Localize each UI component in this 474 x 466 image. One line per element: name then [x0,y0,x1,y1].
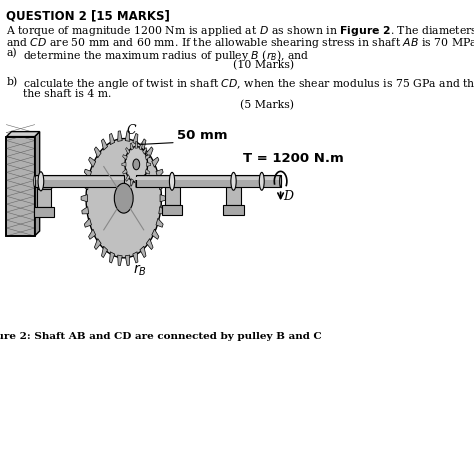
Ellipse shape [280,175,282,187]
Polygon shape [109,133,115,144]
Text: 50 mm: 50 mm [177,129,228,142]
Polygon shape [146,239,153,250]
Polygon shape [139,179,142,186]
Polygon shape [146,147,153,158]
Polygon shape [143,175,147,181]
Polygon shape [118,255,122,266]
Text: the shaft is 4 m.: the shaft is 4 m. [23,89,112,99]
Polygon shape [164,183,182,187]
Polygon shape [89,157,96,167]
Bar [137,177,281,179]
Polygon shape [35,131,40,236]
Polygon shape [160,195,166,202]
Circle shape [133,159,140,170]
Polygon shape [81,195,87,202]
Polygon shape [84,169,91,178]
Text: a): a) [7,48,17,58]
Bar [164,187,180,205]
Polygon shape [89,229,96,240]
Circle shape [125,146,147,182]
Polygon shape [126,148,130,154]
Circle shape [86,138,161,258]
Polygon shape [101,246,108,258]
Polygon shape [7,131,40,137]
Polygon shape [123,155,127,160]
Polygon shape [37,185,54,189]
Text: b): b) [7,77,18,87]
Text: (10 Marks): (10 Marks) [233,60,294,70]
Text: determine the maximum radius of pulley $B$ ($\mathit{r_{B}}$), and: determine the maximum radius of pulley $… [23,48,310,63]
Bar [37,189,51,207]
Polygon shape [159,206,166,214]
Ellipse shape [38,172,44,191]
Bar [35,175,124,187]
Polygon shape [133,252,138,263]
Text: (5 Marks): (5 Marks) [240,100,294,110]
Circle shape [114,183,133,213]
Polygon shape [101,139,108,150]
Polygon shape [133,133,138,144]
Polygon shape [126,175,130,181]
Polygon shape [156,169,163,178]
Text: T = 1200 N.m: T = 1200 N.m [243,152,344,165]
Polygon shape [82,206,89,214]
Text: and $CD$ are 50 mm and 60 mm. If the allowable shearing stress in shaft $AB$ is : and $CD$ are 50 mm and 60 mm. If the all… [7,36,474,50]
Polygon shape [226,183,244,187]
Polygon shape [130,143,134,150]
Polygon shape [139,143,142,150]
Polygon shape [123,169,127,174]
Polygon shape [118,131,122,141]
Ellipse shape [34,175,36,187]
Polygon shape [143,148,147,154]
Polygon shape [125,255,130,266]
Bar [224,205,244,215]
Polygon shape [140,139,146,150]
Polygon shape [94,147,101,158]
Polygon shape [146,155,150,160]
Ellipse shape [169,172,175,190]
Bar [34,207,54,217]
Polygon shape [146,163,151,166]
Text: Figure 2: Shaft AB and CD are connected by pulley B and C: Figure 2: Shaft AB and CD are connected … [0,332,322,342]
Ellipse shape [259,172,264,190]
Polygon shape [146,169,150,174]
Text: C: C [127,123,136,137]
Polygon shape [130,179,134,186]
Bar [35,177,124,179]
Polygon shape [109,252,115,263]
Polygon shape [156,218,163,227]
Text: A torque of magnitude 1200 Nm is applied at $D$ as shown in $\mathbf{Figure\ 2}$: A torque of magnitude 1200 Nm is applied… [7,24,474,38]
Polygon shape [94,239,101,250]
Bar [137,175,281,187]
Text: $r_B$: $r_B$ [133,263,147,278]
Polygon shape [140,246,146,258]
Polygon shape [125,131,130,141]
Text: calculate the angle of twist in shaft $CD$, when the shear modulus is 75 GPa and: calculate the angle of twist in shaft $C… [23,77,474,91]
Text: D: D [283,190,293,203]
Ellipse shape [231,172,236,190]
Polygon shape [122,163,126,166]
Polygon shape [152,157,159,167]
Polygon shape [159,183,166,190]
Polygon shape [84,218,91,227]
Polygon shape [82,183,89,190]
Bar [226,187,241,205]
Polygon shape [152,229,159,240]
Bar [162,205,182,215]
Text: QUESTION 2 [15 MARKS]: QUESTION 2 [15 MARKS] [7,9,170,22]
Bar [7,137,35,236]
Polygon shape [135,142,137,148]
Polygon shape [135,181,137,187]
Bar [7,137,35,236]
